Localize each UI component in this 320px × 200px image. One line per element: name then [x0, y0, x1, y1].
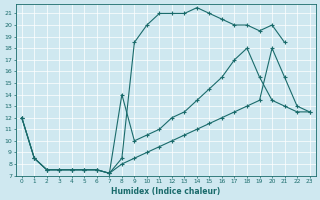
X-axis label: Humidex (Indice chaleur): Humidex (Indice chaleur) — [111, 187, 220, 196]
